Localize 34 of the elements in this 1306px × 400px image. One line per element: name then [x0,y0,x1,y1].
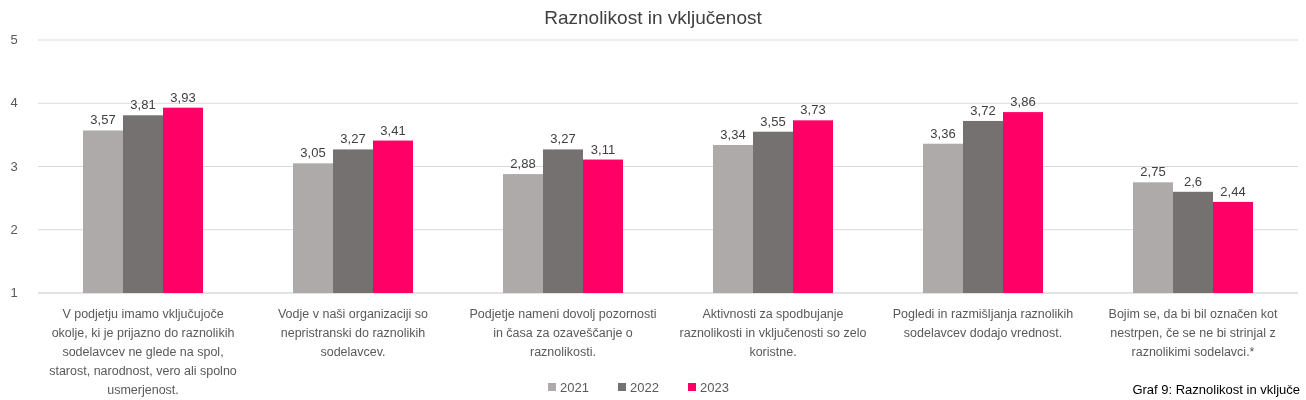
x-tick-label: Bojim se, da bi bil označen kot nestrpen, če se ne bi strinjal z raznolikimi sodelavci.* [1108,307,1278,359]
data-label: 3,41 [380,122,406,138]
y-tick-label: 1 [10,285,18,300]
x-tick-label: V podjetju imamo vključujoče okolje, ki je prijazno do raznolikih sodelavcev ne glede na spol, starost, narodnost, vero ali spolno usmerjenost. [49,307,237,397]
data-label: 3,27 [340,131,366,147]
x-tick-label: Aktivnosti za spodbujanje raznolikosti in vključenosti so zelo koristne. [679,307,867,359]
data-label: 3,27 [550,131,576,147]
data-label: 3,55 [760,113,786,129]
data-label: 3,86 [1010,94,1036,110]
data-label: 2,6 [1183,173,1203,189]
data-label: 3,11 [590,141,616,157]
chart-title: Raznolikost in vključenost [544,7,763,28]
data-label: 3,57 [90,112,116,128]
x-tick-label: Pogledi in razmišljanja raznolikih sodelavcev dodajo vrednost. [892,307,1074,340]
data-label: 3,72 [970,102,996,118]
legend-label: 2023 [700,380,729,395]
data-label: 3,73 [800,102,826,118]
data-label: 2,75 [1140,164,1166,180]
y-tick-label: 4 [10,95,18,111]
y-tick-label: 2 [10,221,18,237]
y-tick-label: 3 [10,158,18,174]
legend-label: 2021 [560,380,589,395]
y-tick-label: 5 [10,32,18,47]
data-label: 3,81 [130,97,156,113]
data-label: 2,44 [1220,183,1246,199]
text: Graf 9: Raznolikost in vključe [1132,382,1300,397]
data-label: 3,34 [720,126,746,142]
x-tick-label: Podjetje nameni dovolj pozornosti in časa za ozaveščanje o raznolikosti. [469,307,657,359]
data-label: 3,36 [930,125,956,141]
data-label: 2,88 [510,156,536,172]
legend-label: 2022 [630,380,659,395]
x-tick-label: Vodje v naši organizaciji so nepristranski do raznolikih sodelavcev. [277,307,429,359]
data-label: 3,05 [300,145,326,161]
data-label: 3,93 [170,89,196,105]
